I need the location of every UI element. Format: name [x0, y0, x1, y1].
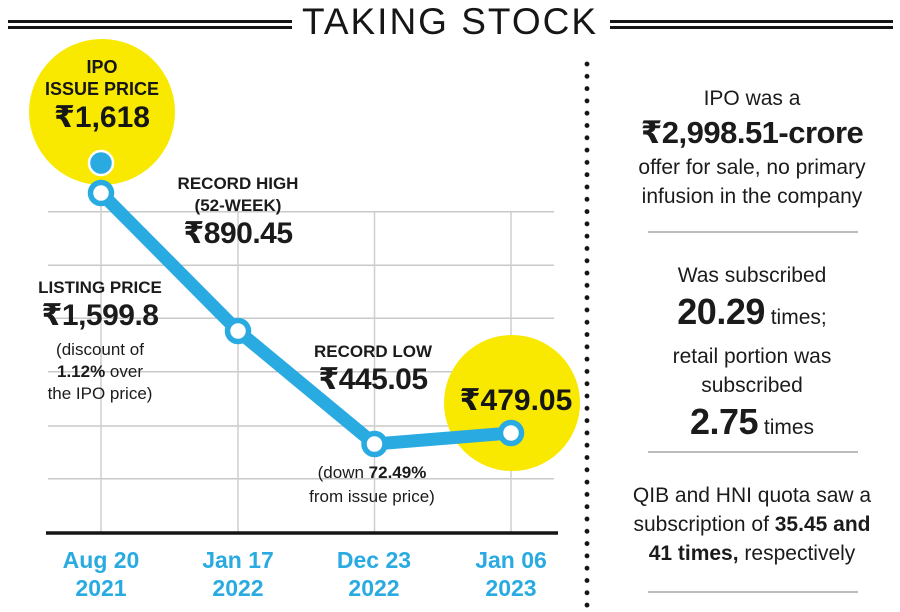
fact3-line2: subscription of 35.45 and	[607, 510, 897, 539]
stock-price-chart	[29, 39, 580, 535]
down-note-pre: (down	[317, 463, 369, 482]
fact3-line1: QIB and HNI quota saw a	[632, 484, 872, 507]
fact1-line1: IPO was a	[703, 87, 801, 110]
data-point-record-high	[224, 317, 252, 345]
title-rule-left	[8, 20, 292, 29]
record-low-title: RECORD LOW	[313, 342, 433, 361]
listing-discount-pct: 1.12%	[57, 362, 106, 381]
ipo-price-point	[87, 149, 115, 177]
fact1-line2: offer for sale, no primary	[638, 156, 866, 179]
fact-block-offer-size: IPO was a ₹2,998.51-crore offer for sale…	[607, 84, 897, 211]
fact-block-subscription: Was subscribed 20.29 times; retail porti…	[607, 261, 897, 452]
page-title: TAKING STOCK	[301, 1, 599, 42]
title-rule-right	[610, 20, 893, 29]
right-panel-separator-3	[648, 591, 858, 593]
x-label-dec-23-2022: Dec 23 2022	[309, 546, 439, 602]
ipo-bubble-line1: IPO	[86, 57, 118, 77]
x-label-line2: 2023	[485, 575, 537, 601]
down-note-pct: 72.49%	[368, 463, 427, 482]
down-note-line1: (down 72.49%	[282, 461, 462, 485]
listing-note-line3: the IPO price)	[47, 384, 153, 403]
x-label-line1: Dec 23	[336, 547, 412, 573]
listing-price-value: ₹1,599.8	[41, 299, 159, 332]
ipo-issue-price-bubble	[29, 39, 175, 185]
fact2-line2: retail portion was	[672, 345, 832, 368]
listing-note-line2-rest: over	[105, 362, 143, 381]
x-label-jan-06-2023: Jan 06 2023	[446, 546, 576, 602]
record-high-line1: RECORD HIGH	[177, 174, 299, 193]
fact2-num1: 20.29	[677, 291, 765, 332]
current-price-value: ₹479.05	[459, 384, 573, 417]
x-label-jan-17-2022: Jan 17 2022	[173, 546, 303, 602]
data-point-listing	[87, 179, 115, 207]
listing-note-line2: 1.12% over	[20, 361, 180, 383]
ipo-bubble-value: ₹1,618	[54, 101, 150, 134]
x-label-line1: Jan 06	[475, 547, 547, 573]
data-points	[87, 179, 525, 458]
price-line	[94, 186, 518, 451]
x-label-line2: 2022	[212, 575, 264, 601]
record-low-label: RECORD LOW ₹445.05	[293, 341, 453, 397]
data-point-record-low	[361, 430, 388, 458]
record-high-value: ₹890.45	[183, 217, 293, 250]
record-high-line2: (52-WEEK)	[194, 196, 282, 215]
fact3-line3-post: respectively	[738, 542, 856, 565]
data-point-last	[497, 419, 525, 447]
listing-note-line1: (discount of	[56, 340, 144, 359]
fact-block-qib-hni: QIB and HNI quota saw a subscription of …	[607, 481, 897, 568]
fact3-line3-bold: 41 times,	[648, 542, 739, 565]
fact2-num2: 2.75	[689, 401, 759, 442]
listing-price-label: LISTING PRICE ₹1,599.8 (discount of 1.12…	[20, 277, 180, 405]
ipo-issue-price-label: IPO ISSUE PRICE ₹1,618	[27, 56, 177, 136]
listing-price-title: LISTING PRICE	[38, 278, 162, 297]
fact1-amount: ₹2,998.51-crore	[640, 115, 864, 150]
right-panel-separator-2	[648, 451, 858, 453]
fact2-line3: subscribed	[701, 374, 803, 397]
fact1-line3: infusion in the company	[641, 185, 863, 208]
fact3-line3: 41 times, respectively	[607, 539, 897, 568]
dotted-divider	[584, 58, 590, 612]
fact2-after2: times	[758, 416, 815, 439]
fact2-after1: times;	[764, 306, 827, 329]
x-label-line2: 2022	[348, 575, 400, 601]
fact2-line1: Was subscribed	[677, 264, 827, 287]
fact2-times-retail: 2.75 times	[607, 400, 897, 452]
record-low-value: ₹445.05	[318, 363, 428, 396]
x-label-line2: 2021	[75, 575, 127, 601]
x-label-line1: Jan 17	[202, 547, 274, 573]
ipo-bubble-line2: ISSUE PRICE	[44, 79, 160, 99]
fact3-line2-bold: 35.45 and	[774, 513, 871, 536]
right-panel-separator-1	[648, 231, 858, 233]
x-label-line1: Aug 20	[62, 547, 140, 573]
fact2-times-total: 20.29 times;	[607, 290, 897, 342]
down-from-issue-note: (down 72.49% from issue price)	[282, 461, 462, 509]
current-price-label: ₹479.05	[436, 383, 596, 419]
down-note-line2: from issue price)	[309, 487, 435, 506]
x-label-aug-20-2021: Aug 20 2021	[36, 546, 166, 602]
record-high-label: RECORD HIGH (52-WEEK) ₹890.45	[158, 173, 318, 251]
fact3-line2-pre: subscription of	[633, 513, 775, 536]
